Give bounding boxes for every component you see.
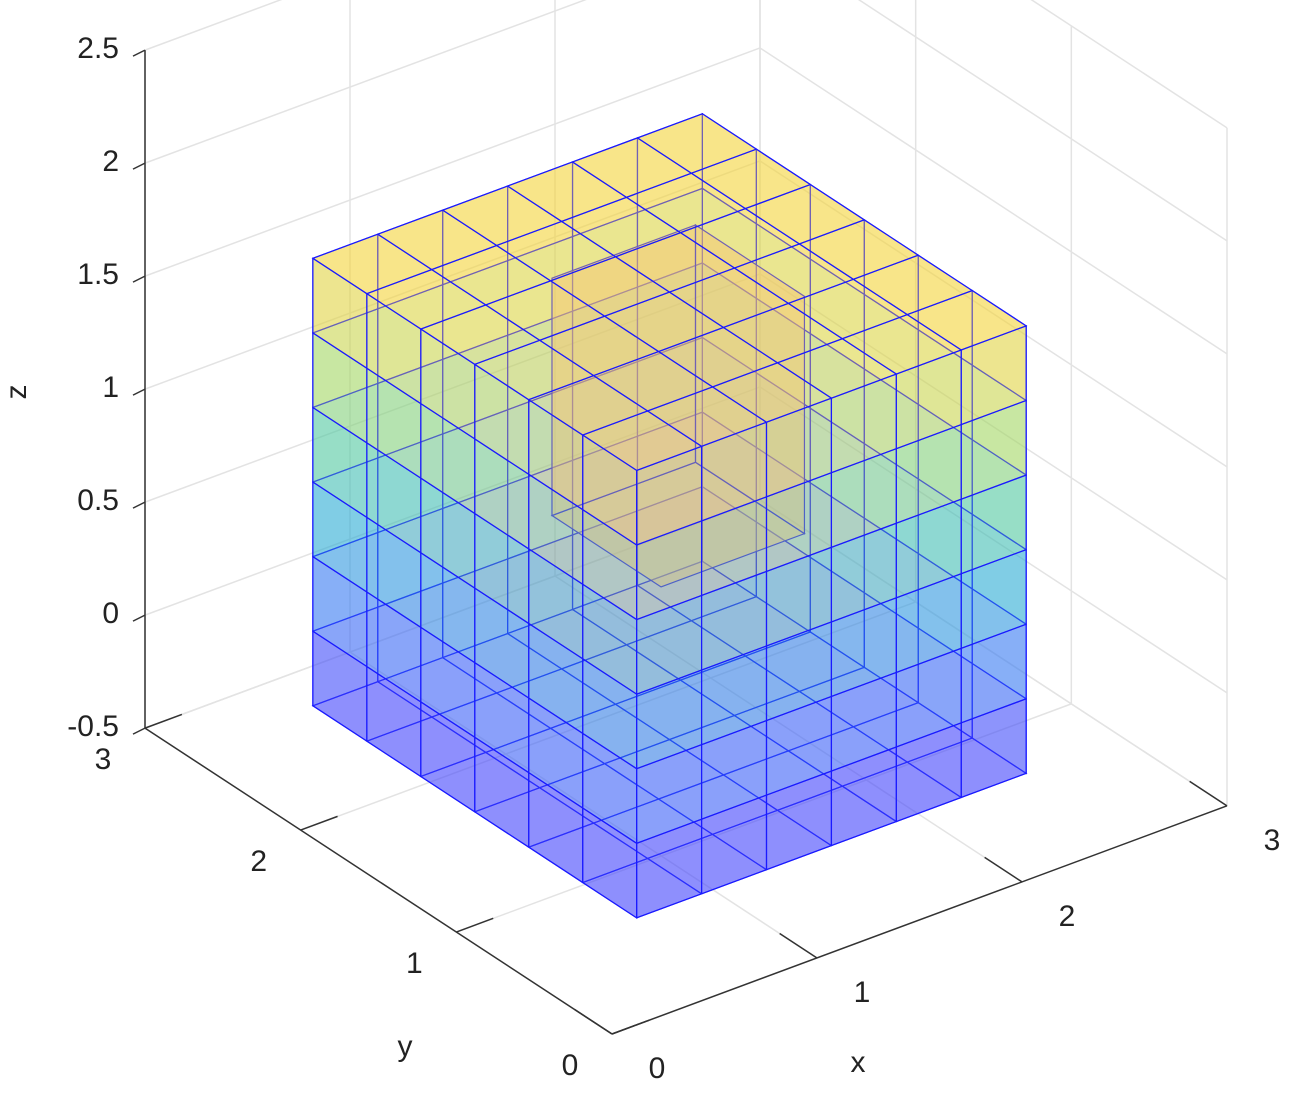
grid-line <box>349 651 818 959</box>
grid-line <box>144 499 761 729</box>
grid-line <box>759 273 1228 581</box>
z-tick-label: 0 <box>102 597 119 630</box>
grid-line <box>1030 0 1228 129</box>
z-tick <box>132 614 146 622</box>
y-tick-label: 2 <box>250 845 267 878</box>
grid-line <box>144 273 761 503</box>
cavity-face <box>551 224 697 517</box>
z-axis-label: z <box>0 385 33 400</box>
grid-line <box>144 0 587 164</box>
z-tick-label: 1 <box>102 371 119 404</box>
y-tick <box>611 1019 650 1035</box>
grid-line <box>144 160 761 390</box>
z-tick <box>132 49 146 57</box>
z-tick <box>132 275 146 283</box>
grid-line <box>759 499 1228 807</box>
y-tick-label: 3 <box>95 743 112 776</box>
mesh-face <box>636 113 758 174</box>
x-tick <box>1189 780 1228 807</box>
z-tick-label: 2.5 <box>77 32 119 65</box>
y-tick-label: 1 <box>406 947 423 980</box>
grid-line <box>300 601 916 831</box>
grid-line <box>759 160 1228 468</box>
y-axis-label: y <box>398 1030 413 1063</box>
z-tick-label: 0.5 <box>77 484 119 517</box>
grid-line <box>456 703 1072 933</box>
grid-line <box>144 47 761 277</box>
z-tick-label: -0.5 <box>67 710 119 743</box>
y-tick <box>456 917 494 933</box>
z-tick <box>132 727 146 735</box>
y-tick <box>144 713 183 729</box>
grid-line <box>554 575 1023 883</box>
x-tick <box>574 1008 613 1035</box>
z-tick <box>132 501 146 509</box>
x-tick-label: 0 <box>649 1052 666 1085</box>
z-tick <box>132 162 146 170</box>
x-tick-label: 2 <box>1059 900 1076 933</box>
x-axis-label: x <box>851 1046 866 1079</box>
grid-line <box>759 386 1228 694</box>
x-tick-label: 1 <box>854 976 871 1009</box>
z-tick-label: 1.5 <box>77 258 119 291</box>
x-tick <box>779 932 818 959</box>
z-tick <box>132 388 146 396</box>
grid-line <box>144 0 283 51</box>
x-tick <box>984 856 1023 883</box>
z-tick-label: 2 <box>102 145 119 178</box>
y-axis <box>144 727 613 1035</box>
y-tick <box>300 815 338 831</box>
y-tick-label: 0 <box>562 1049 579 1082</box>
x-tick-label: 3 <box>1264 824 1281 857</box>
grid-line <box>857 0 1228 242</box>
x-axis <box>611 805 1228 1035</box>
grid-line <box>759 47 1228 355</box>
grid-line <box>144 386 761 616</box>
